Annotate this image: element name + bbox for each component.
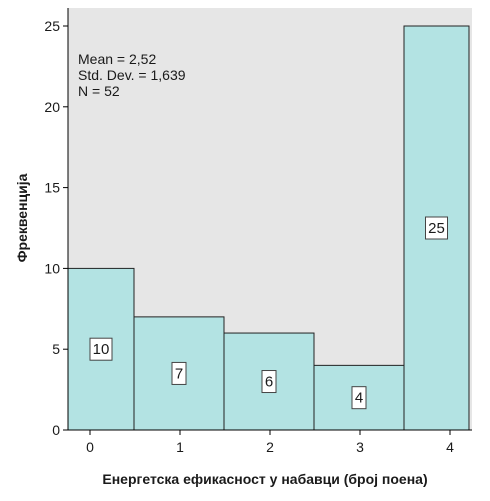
stats-mean: Mean = 2,52 <box>78 51 156 67</box>
bar-label-box <box>171 361 187 385</box>
bar-label-box <box>425 216 448 240</box>
y-tick-label: 5 <box>52 341 60 357</box>
bar-label-box <box>261 370 277 394</box>
bar-label-text: 10 <box>93 341 110 358</box>
bar-label-text: 25 <box>428 220 445 237</box>
y-tick-label: 25 <box>44 18 60 34</box>
x-tick-label: 4 <box>446 439 454 455</box>
bar-label-4: 25 <box>425 216 448 240</box>
bar-label-box <box>89 337 113 361</box>
x-tick-label: 0 <box>86 439 94 455</box>
stats-box: Mean = 2,52 Std. Dev. = 1,639 N = 52 <box>78 51 186 99</box>
bar-label-box <box>351 386 367 410</box>
bar-label-0: 10 <box>89 337 113 361</box>
bar-label-1: 7 <box>171 361 187 385</box>
bar-label-text: 7 <box>175 365 183 382</box>
bar-labels-layer: 10 7 6 4 25 <box>89 216 448 410</box>
x-tick-label: 1 <box>176 439 184 455</box>
x-axis-title: Енергетска ефикасност у набавци (број по… <box>102 471 427 487</box>
stats-n: N = 52 <box>78 83 120 99</box>
y-tick-label: 10 <box>44 260 60 276</box>
x-tick-label: 2 <box>266 439 274 455</box>
axes-layer: 0 5 10 15 20 25 0 1 2 3 4 <box>44 8 472 455</box>
bar-label-text: 6 <box>265 374 273 391</box>
x-tick-label: 3 <box>356 439 364 455</box>
y-tick-label: 0 <box>52 422 60 438</box>
y-axis-title: Фреквенција <box>14 173 30 262</box>
y-tick-label: 20 <box>44 99 60 115</box>
bar-label-2: 6 <box>261 370 277 394</box>
y-tick-label: 15 <box>44 180 60 196</box>
bar-label-3: 4 <box>351 386 367 410</box>
bar-label-text: 4 <box>355 390 363 407</box>
stats-std-dev: Std. Dev. = 1,639 <box>78 67 186 83</box>
